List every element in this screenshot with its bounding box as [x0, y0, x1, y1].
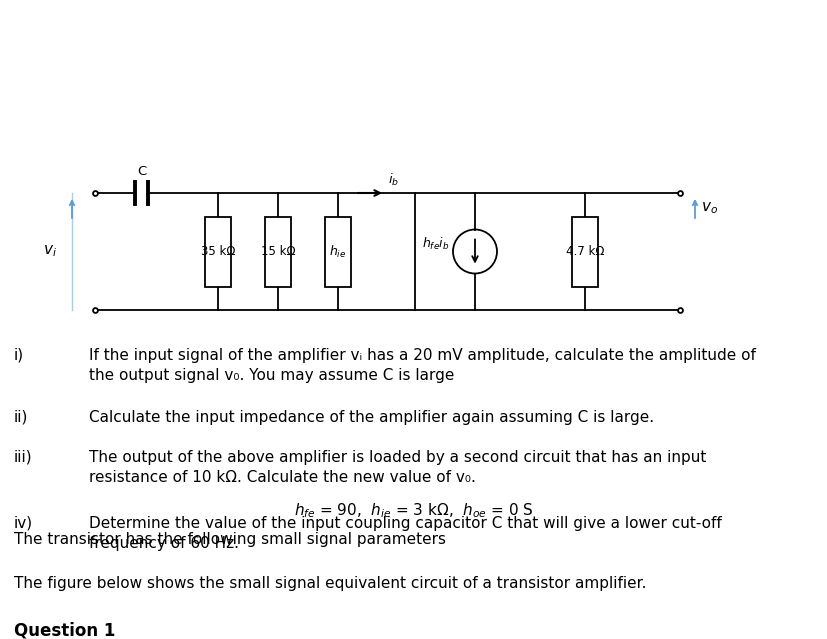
- Text: The output of the above amplifier is loaded by a second circuit that has an inpu: The output of the above amplifier is loa…: [89, 450, 706, 465]
- Text: $h_{fe}i_b$: $h_{fe}i_b$: [421, 235, 448, 252]
- Bar: [571, 217, 597, 286]
- Bar: [205, 217, 231, 286]
- Text: $i_b$: $i_b$: [388, 172, 399, 188]
- Text: Determine the value of the input coupling capacitor C that will give a lower cut: Determine the value of the input couplin…: [89, 516, 721, 531]
- Text: i): i): [14, 348, 24, 363]
- Bar: [325, 217, 351, 286]
- Text: Question 1: Question 1: [14, 621, 115, 639]
- Text: If the input signal of the amplifier vᵢ has a 20 mV amplitude, calculate the amp: If the input signal of the amplifier vᵢ …: [89, 348, 755, 363]
- Text: $h_{fe}$ = 90,  $h_{ie}$ = 3 k$\Omega$,  $h_{oe}$ = 0 S: $h_{fe}$ = 90, $h_{ie}$ = 3 k$\Omega$, $…: [294, 502, 533, 520]
- Text: C: C: [136, 165, 146, 178]
- Text: $h_{ie}$: $h_{ie}$: [329, 243, 347, 259]
- Text: resistance of 10 kΩ. Calculate the new value of v₀.: resistance of 10 kΩ. Calculate the new v…: [89, 470, 476, 485]
- Text: The figure below shows the small signal equivalent circuit of a transistor ampli: The figure below shows the small signal …: [14, 576, 646, 591]
- Text: 15 kΩ: 15 kΩ: [261, 245, 295, 258]
- Text: The transistor has the following small signal parameters: The transistor has the following small s…: [14, 532, 446, 546]
- Text: $v_i$: $v_i$: [43, 243, 57, 259]
- Text: iii): iii): [14, 450, 32, 465]
- Text: frequency of 60 Hz.: frequency of 60 Hz.: [89, 536, 239, 551]
- Text: Calculate the input impedance of the amplifier again assuming C is large.: Calculate the input impedance of the amp…: [89, 410, 654, 425]
- Text: $v_o$: $v_o$: [700, 200, 717, 216]
- Text: 4.7 kΩ: 4.7 kΩ: [565, 245, 604, 258]
- Text: ii): ii): [14, 410, 28, 425]
- Text: iv): iv): [14, 516, 33, 531]
- Text: 35 kΩ: 35 kΩ: [200, 245, 235, 258]
- Text: the output signal v₀. You may assume C is large: the output signal v₀. You may assume C i…: [89, 368, 454, 383]
- Bar: [265, 217, 290, 286]
